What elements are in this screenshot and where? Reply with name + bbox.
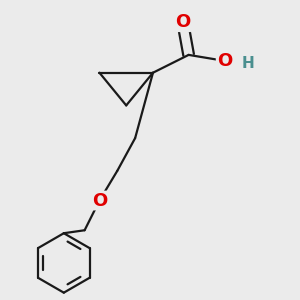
Text: O: O — [92, 191, 107, 209]
Text: H: H — [242, 56, 254, 71]
Text: O: O — [217, 52, 232, 70]
Text: O: O — [175, 13, 190, 31]
